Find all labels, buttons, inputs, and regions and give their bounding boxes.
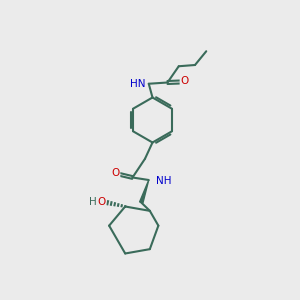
Text: HN: HN <box>130 79 146 89</box>
Text: O: O <box>98 196 106 206</box>
Polygon shape <box>140 180 149 203</box>
Text: O: O <box>111 167 120 178</box>
Text: H: H <box>89 196 97 206</box>
Text: O: O <box>180 76 189 86</box>
Text: NH: NH <box>156 176 171 186</box>
